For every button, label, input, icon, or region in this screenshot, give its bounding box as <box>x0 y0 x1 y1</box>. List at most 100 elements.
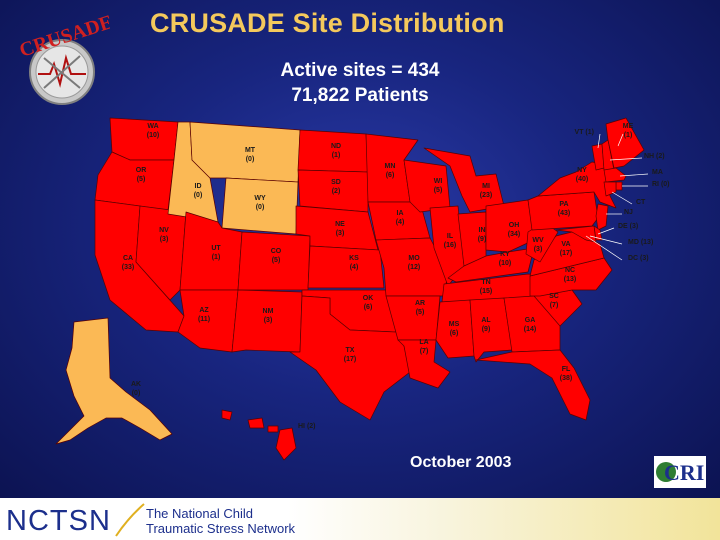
state-name-id: ID <box>195 183 202 190</box>
state-name-wy: WY <box>254 195 266 202</box>
state-count-az: (11) <box>198 316 210 323</box>
state-count-ut: (1) <box>212 254 221 261</box>
state-count-ne: (3) <box>336 230 345 237</box>
cri-logo: CRI <box>654 456 706 488</box>
state-name-ks: KS <box>349 255 359 262</box>
state-count-ms: (6) <box>450 330 459 337</box>
active-sites-text: Active sites = 434 <box>280 60 440 81</box>
state-nm <box>231 289 303 353</box>
state-name-nm: NM <box>263 308 274 315</box>
state-name-in: IN <box>479 227 486 234</box>
state-tx <box>289 295 411 421</box>
state-name-il: IL <box>447 233 454 240</box>
state-count-mo: (12) <box>408 264 420 271</box>
state-name-ak: AK <box>131 381 141 388</box>
state-name-oh: OH <box>509 222 520 229</box>
state-name-ca: CA <box>123 255 133 262</box>
state-name-ne: NE <box>335 221 345 228</box>
state-name-nv: NV <box>159 227 169 234</box>
state-name-ms: MS <box>449 321 460 328</box>
state-name-ia: IA <box>397 210 404 217</box>
nctsn-name-line2: Traumatic Stress Network <box>146 521 296 536</box>
state-count-sc: (7) <box>550 302 559 309</box>
state-nj <box>595 203 609 231</box>
footer-bar <box>0 498 720 540</box>
state-name-ri: RI (0) <box>652 181 670 188</box>
state-count-nc: (13) <box>564 276 576 283</box>
state-count-tx: (17) <box>344 356 356 363</box>
crusade-globe-logo: CRUSADE <box>17 14 110 105</box>
state-count-ga: (14) <box>524 326 536 333</box>
state-count-pa: (43) <box>558 210 570 217</box>
state-ma <box>603 167 627 183</box>
state-name-md: MD (13) <box>628 239 653 246</box>
state-name-fl: FL <box>562 366 571 373</box>
state-count-id: (0) <box>194 192 203 199</box>
state-name-me: ME <box>623 123 634 130</box>
state-count-il: (16) <box>444 242 456 249</box>
state-name-sd: SD <box>331 179 341 186</box>
state-hi <box>221 409 297 461</box>
state-count-la: (7) <box>420 348 429 355</box>
callout-lines <box>585 133 649 261</box>
state-count-nv: (3) <box>160 236 169 243</box>
state-count-sd: (2) <box>332 188 341 195</box>
state-nd <box>297 129 369 173</box>
state-name-co: CO <box>271 248 282 255</box>
state-name-dc: DC (3) <box>628 255 649 262</box>
state-wa <box>109 117 179 161</box>
state-count-tn: (15) <box>480 288 492 295</box>
state-count-or: (5) <box>137 176 146 183</box>
state-name-ma: MA <box>652 169 663 176</box>
state-me <box>605 117 645 169</box>
state-count-ar: (5) <box>416 309 425 316</box>
nctsn-brand: NCTSN <box>6 505 111 537</box>
state-ms <box>435 299 475 359</box>
state-name-az: AZ <box>199 307 209 314</box>
state-name-al: AL <box>481 317 491 324</box>
state-count-wy: (0) <box>256 204 265 211</box>
state-count-co: (5) <box>272 257 281 264</box>
slide-title: CRUSADE Site Distribution <box>150 8 505 38</box>
state-count-nd: (1) <box>332 152 341 159</box>
state-count-fl: (38) <box>560 375 572 382</box>
state-name-wa: WA <box>147 123 158 130</box>
state-count-oh: (34) <box>508 231 520 238</box>
state-name-tx: TX <box>346 347 355 354</box>
state-name-ga: GA <box>525 317 536 324</box>
state-ri <box>615 181 623 191</box>
state-name-mn: MN <box>385 163 396 170</box>
state-fl <box>475 349 591 421</box>
cri-logo-text: CRI <box>664 460 704 485</box>
state-count-wi: (5) <box>434 187 443 194</box>
state-count-me: (1) <box>624 132 633 139</box>
state-name-nd: ND <box>331 143 341 150</box>
state-md <box>555 225 597 243</box>
state-name-la: LA <box>419 339 428 346</box>
state-name-nc: NC <box>565 267 575 274</box>
state-name-or: OR <box>136 167 147 174</box>
date-label: October 2003 <box>410 454 512 471</box>
state-ct <box>603 181 617 197</box>
patients-text: 71,822 Patients <box>291 85 429 106</box>
state-ks <box>307 245 385 289</box>
state-count-in: (9) <box>478 236 487 243</box>
state-name-mt: MT <box>245 147 256 154</box>
state-name-va: VA <box>561 241 570 248</box>
us-map: WA (10) OR (5) CA (33) NV (3) ID (0) MT (0) WY (0) UT (… <box>55 117 670 461</box>
state-name-sc: SC <box>549 293 559 300</box>
summary: Active sites = 434 71,822 Patients <box>250 58 470 108</box>
state-la <box>397 339 451 389</box>
state-count-mn: (6) <box>386 172 395 179</box>
state-oh <box>485 199 535 253</box>
state-name-mo: MO <box>408 255 420 262</box>
state-count-wa: (10) <box>147 132 159 139</box>
state-name-tn: TN <box>481 279 490 286</box>
state-name-ok: OK <box>363 295 374 302</box>
state-count-ky: (10) <box>499 260 511 267</box>
state-ky <box>447 247 535 283</box>
state-count-wv: (3) <box>534 246 543 253</box>
state-name-de: DE (3) <box>618 223 638 230</box>
state-name-ny: NY <box>577 167 587 174</box>
state-count-ak: (0) <box>132 390 141 397</box>
